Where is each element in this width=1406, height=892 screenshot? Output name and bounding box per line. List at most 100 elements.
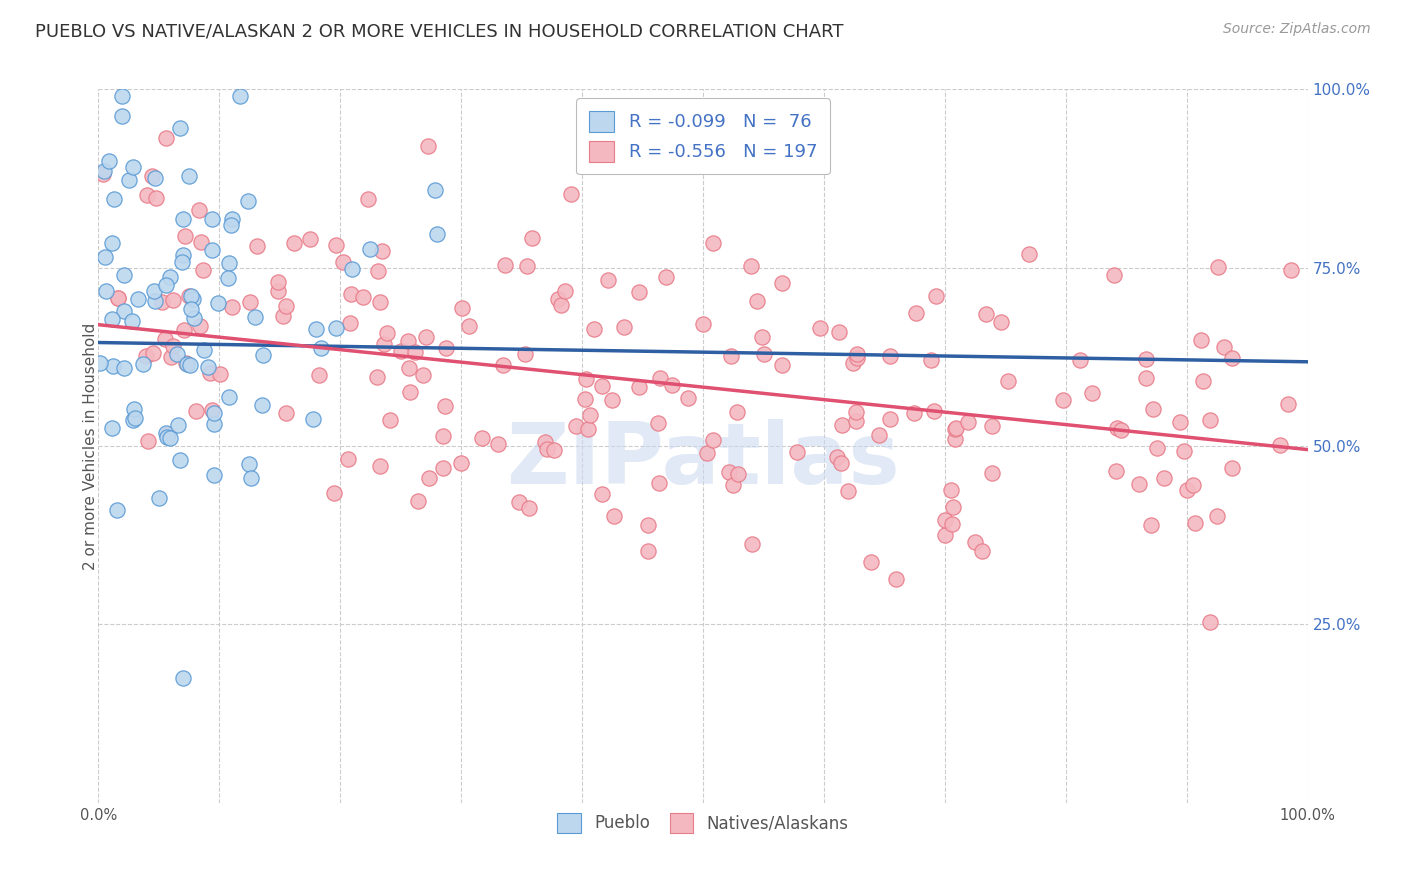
Point — [747, 293, 769, 308]
Point — [583, 322, 606, 336]
Point — [1105, 421, 1128, 435]
Point — [201, 403, 224, 417]
Point — [543, 443, 565, 458]
Point — [135, 349, 157, 363]
Point — [522, 231, 544, 245]
Point — [94, 251, 117, 265]
Point — [1105, 464, 1128, 478]
Point — [398, 360, 420, 375]
Point — [121, 314, 143, 328]
Point — [841, 356, 863, 370]
Point — [970, 544, 993, 558]
Point — [155, 425, 177, 440]
Point — [515, 347, 537, 361]
Point — [202, 467, 225, 482]
Point — [325, 321, 347, 335]
Point — [371, 244, 394, 259]
Point — [602, 392, 624, 407]
Point — [138, 434, 160, 448]
Point — [770, 359, 793, 373]
Point — [1220, 461, 1243, 475]
Point — [845, 351, 868, 366]
Point — [922, 404, 945, 418]
Point — [399, 384, 422, 399]
Point — [1080, 386, 1102, 401]
Point — [550, 297, 572, 311]
Point — [727, 467, 749, 481]
Legend: Pueblo, Natives/Alaskans: Pueblo, Natives/Alaskans — [550, 805, 856, 841]
Point — [156, 430, 179, 444]
Point — [368, 458, 391, 473]
Point — [112, 304, 135, 318]
Point — [352, 290, 374, 304]
Point — [173, 323, 195, 337]
Point — [942, 500, 965, 514]
Point — [378, 413, 401, 427]
Point — [366, 370, 388, 384]
Point — [160, 351, 183, 365]
Point — [828, 325, 851, 339]
Point — [1279, 263, 1302, 277]
Point — [276, 406, 298, 420]
Point — [91, 167, 114, 181]
Point — [943, 432, 966, 446]
Point — [155, 130, 177, 145]
Point — [221, 211, 243, 226]
Point — [945, 421, 967, 435]
Point — [725, 405, 748, 419]
Point — [124, 410, 146, 425]
Point — [655, 137, 678, 152]
Point — [127, 292, 149, 306]
Point — [720, 349, 742, 363]
Point — [432, 429, 454, 443]
Point — [450, 456, 472, 470]
Point — [1069, 352, 1091, 367]
Point — [415, 330, 437, 344]
Point — [1173, 444, 1195, 458]
Point — [301, 412, 323, 426]
Point — [416, 139, 439, 153]
Point — [534, 434, 557, 449]
Point — [93, 163, 115, 178]
Point — [1139, 517, 1161, 532]
Point — [647, 416, 669, 430]
Point — [325, 237, 347, 252]
Point — [575, 371, 598, 385]
Point — [591, 379, 613, 393]
Point — [808, 321, 831, 335]
Point — [412, 368, 434, 382]
Point — [172, 255, 194, 269]
Point — [879, 412, 901, 426]
Point — [150, 295, 173, 310]
Point — [274, 299, 297, 313]
Point — [574, 392, 596, 406]
Point — [943, 422, 966, 436]
Point — [692, 318, 714, 332]
Point — [135, 187, 157, 202]
Point — [576, 422, 599, 436]
Point — [308, 368, 330, 383]
Point — [359, 242, 381, 256]
Point — [219, 218, 242, 232]
Point — [1184, 516, 1206, 530]
Point — [283, 235, 305, 250]
Point — [637, 518, 659, 533]
Point — [450, 301, 472, 315]
Point — [981, 466, 1004, 480]
Point — [637, 544, 659, 558]
Point — [236, 194, 259, 209]
Point — [1199, 413, 1222, 427]
Point — [1198, 615, 1220, 630]
Point — [1018, 247, 1040, 261]
Point — [434, 341, 457, 355]
Point — [837, 483, 859, 498]
Point — [1128, 477, 1150, 491]
Point — [105, 503, 128, 517]
Point — [661, 378, 683, 392]
Point — [934, 527, 956, 541]
Point — [432, 461, 454, 475]
Text: ZIPatlas: ZIPatlas — [506, 418, 900, 502]
Point — [142, 284, 165, 298]
Point — [831, 417, 853, 432]
Point — [162, 293, 184, 307]
